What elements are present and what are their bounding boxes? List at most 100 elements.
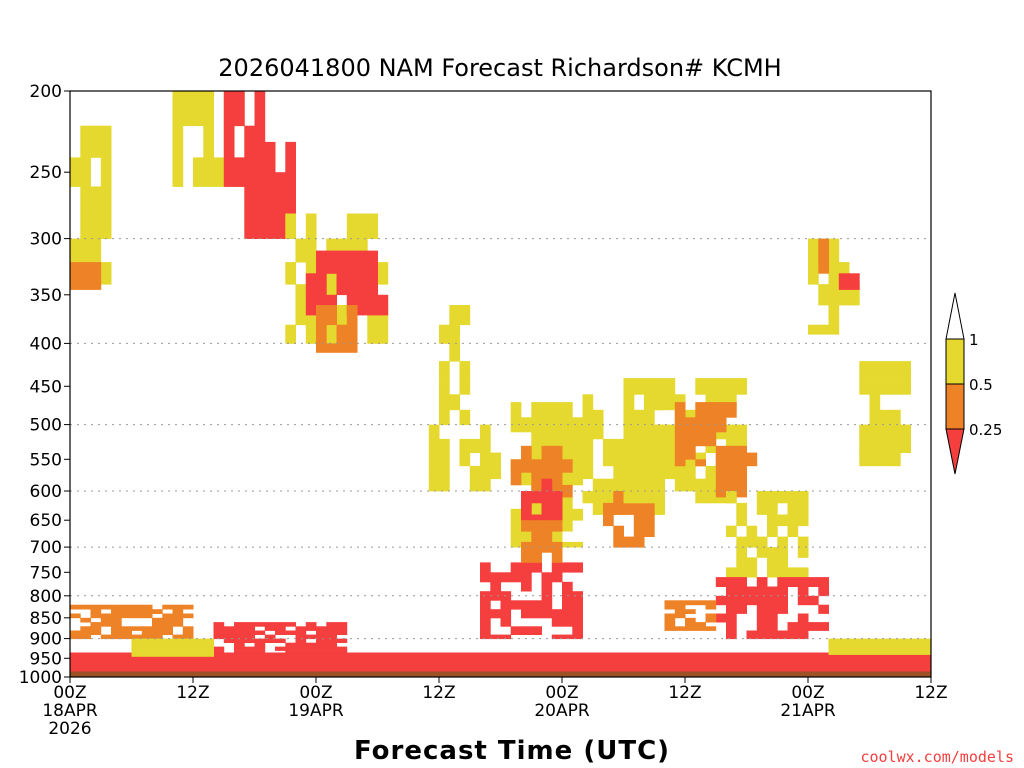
heatmap-cell-low	[459, 652, 471, 657]
heatmap-cell-low	[70, 667, 81, 672]
heatmap-cell-high	[80, 238, 91, 263]
heatmap-cell-high	[623, 438, 635, 453]
heatmap-cell-high	[562, 497, 573, 510]
heatmap-cell-high	[469, 465, 481, 480]
heatmap-cell-low	[234, 646, 245, 651]
heatmap-cell-low	[500, 660, 512, 665]
heatmap-cell-mid	[162, 622, 173, 627]
y-axis: 200 250 300 350 400 450 500 550 600 650 700 750 8008…	[19, 82, 70, 688]
heatmap-cell-high	[428, 478, 440, 492]
heatmap-cell-high	[654, 478, 665, 492]
heatmap-cell-low	[500, 600, 512, 610]
heatmap-cell-high	[582, 424, 594, 440]
heatmap-cell-mid	[705, 600, 717, 606]
heatmap-cell-mid	[715, 402, 727, 418]
heatmap-cell-mid	[551, 541, 563, 553]
heatmap-cell-high	[633, 424, 645, 440]
heatmap-cell-low	[203, 664, 214, 669]
heatmap-cell-low	[787, 630, 799, 640]
heatmap-cell-low	[275, 646, 286, 651]
heatmap-cell-low	[367, 273, 378, 296]
heatmap-cell-low	[510, 652, 522, 657]
heatmap-cell-low	[572, 664, 583, 669]
heatmap-cell-low	[572, 667, 583, 672]
heatmap-cell-low	[541, 491, 553, 504]
heatmap-cell-high	[285, 262, 296, 285]
heatmap-cell-mid	[541, 531, 553, 543]
heatmap-cell-low	[521, 609, 532, 619]
heatmap-cell-high	[572, 459, 583, 473]
heatmap-cell-high	[295, 284, 307, 306]
heatmap-cell-high	[551, 431, 563, 447]
heatmap-cell-low	[767, 613, 778, 623]
legend-colorbar: 1 0.5 0.25	[945, 292, 1002, 475]
heatmap-cell-low	[295, 638, 307, 643]
heatmap-cell-low	[521, 600, 532, 610]
heatmap-cell-mid	[685, 609, 696, 614]
heatmap-cell-low	[592, 664, 604, 669]
heatmap-cell-low	[531, 660, 542, 665]
heatmap-cell-mid	[80, 630, 91, 635]
heatmap-cell-low	[726, 577, 737, 587]
heatmap-cell-high	[203, 157, 214, 187]
heatmap-cell-low	[70, 652, 81, 657]
heatmap-cell-high	[510, 402, 522, 418]
heatmap-cell-low	[234, 622, 245, 627]
heatmap-cell-high	[203, 646, 214, 651]
heatmap-cell-low	[705, 652, 717, 657]
heatmap-cell-high	[623, 491, 635, 504]
heatmap-cell-low	[172, 664, 184, 669]
heatmap-cell-mid	[121, 626, 132, 631]
heatmap-cell-mid	[141, 613, 153, 619]
heatmap-cell-high	[439, 378, 450, 395]
heatmap-cell-low	[90, 656, 102, 661]
heatmap-cell-low	[838, 667, 850, 672]
heatmap-cell-mid	[316, 324, 327, 344]
heatmap-cell-low	[275, 226, 286, 239]
heatmap-cell-low	[418, 656, 430, 661]
heatmap-cell-low	[264, 626, 276, 631]
heatmap-cell-high	[490, 465, 501, 480]
heatmap-cell-mid	[510, 459, 522, 473]
heatmap-cell-low	[234, 630, 245, 635]
heatmap-cell-low	[234, 660, 245, 665]
heatmap-cell-low	[305, 642, 317, 648]
heatmap-cell-high	[367, 213, 378, 239]
heatmap-cell-low	[890, 656, 901, 661]
heatmap-cell-low	[305, 622, 317, 627]
heatmap-cell-mid	[541, 520, 553, 532]
heatmap-cell-high	[695, 491, 706, 504]
heatmap-cell-low	[644, 652, 655, 657]
heatmap-cell-low	[654, 652, 665, 657]
heatmap-cell-low	[305, 667, 317, 672]
heatmap-cell-high	[131, 650, 143, 655]
heatmap-cell-low	[316, 656, 327, 661]
heatmap-cell-low	[531, 652, 542, 657]
heatmap-cell-mid	[131, 604, 143, 610]
heatmap-cell-low	[213, 630, 225, 635]
heatmap-cell-low	[254, 638, 266, 643]
heatmap-cell-high	[531, 417, 542, 433]
heatmap-cell-low	[387, 656, 399, 661]
heatmap-cell-low	[715, 664, 727, 669]
heatmap-cell-low	[295, 652, 307, 657]
heatmap-cell-high	[849, 646, 860, 651]
heatmap-cell-low	[531, 626, 542, 635]
heatmap-cell-low	[531, 514, 542, 521]
heatmap-cell-low	[449, 652, 460, 657]
heatmap-cell-mid	[715, 491, 727, 498]
heatmap-cell-high	[777, 514, 788, 527]
heatmap-cell-mid	[726, 402, 737, 418]
heatmap-cell-low	[264, 634, 276, 640]
heatmap-cell-low	[746, 652, 758, 657]
heatmap-cell-low	[541, 581, 553, 592]
heatmap-cell-mid	[736, 478, 747, 492]
heatmap-cell-low	[70, 664, 81, 669]
heatmap-cell-mid	[531, 459, 542, 473]
heatmap-cell-low	[244, 667, 255, 672]
heatmap-cell-low	[531, 656, 542, 661]
heatmap-cell-low	[756, 622, 768, 631]
heatmap-cell-high	[623, 478, 635, 492]
heatmap-cell-low	[387, 667, 399, 672]
heatmap-cell-low	[346, 660, 358, 665]
